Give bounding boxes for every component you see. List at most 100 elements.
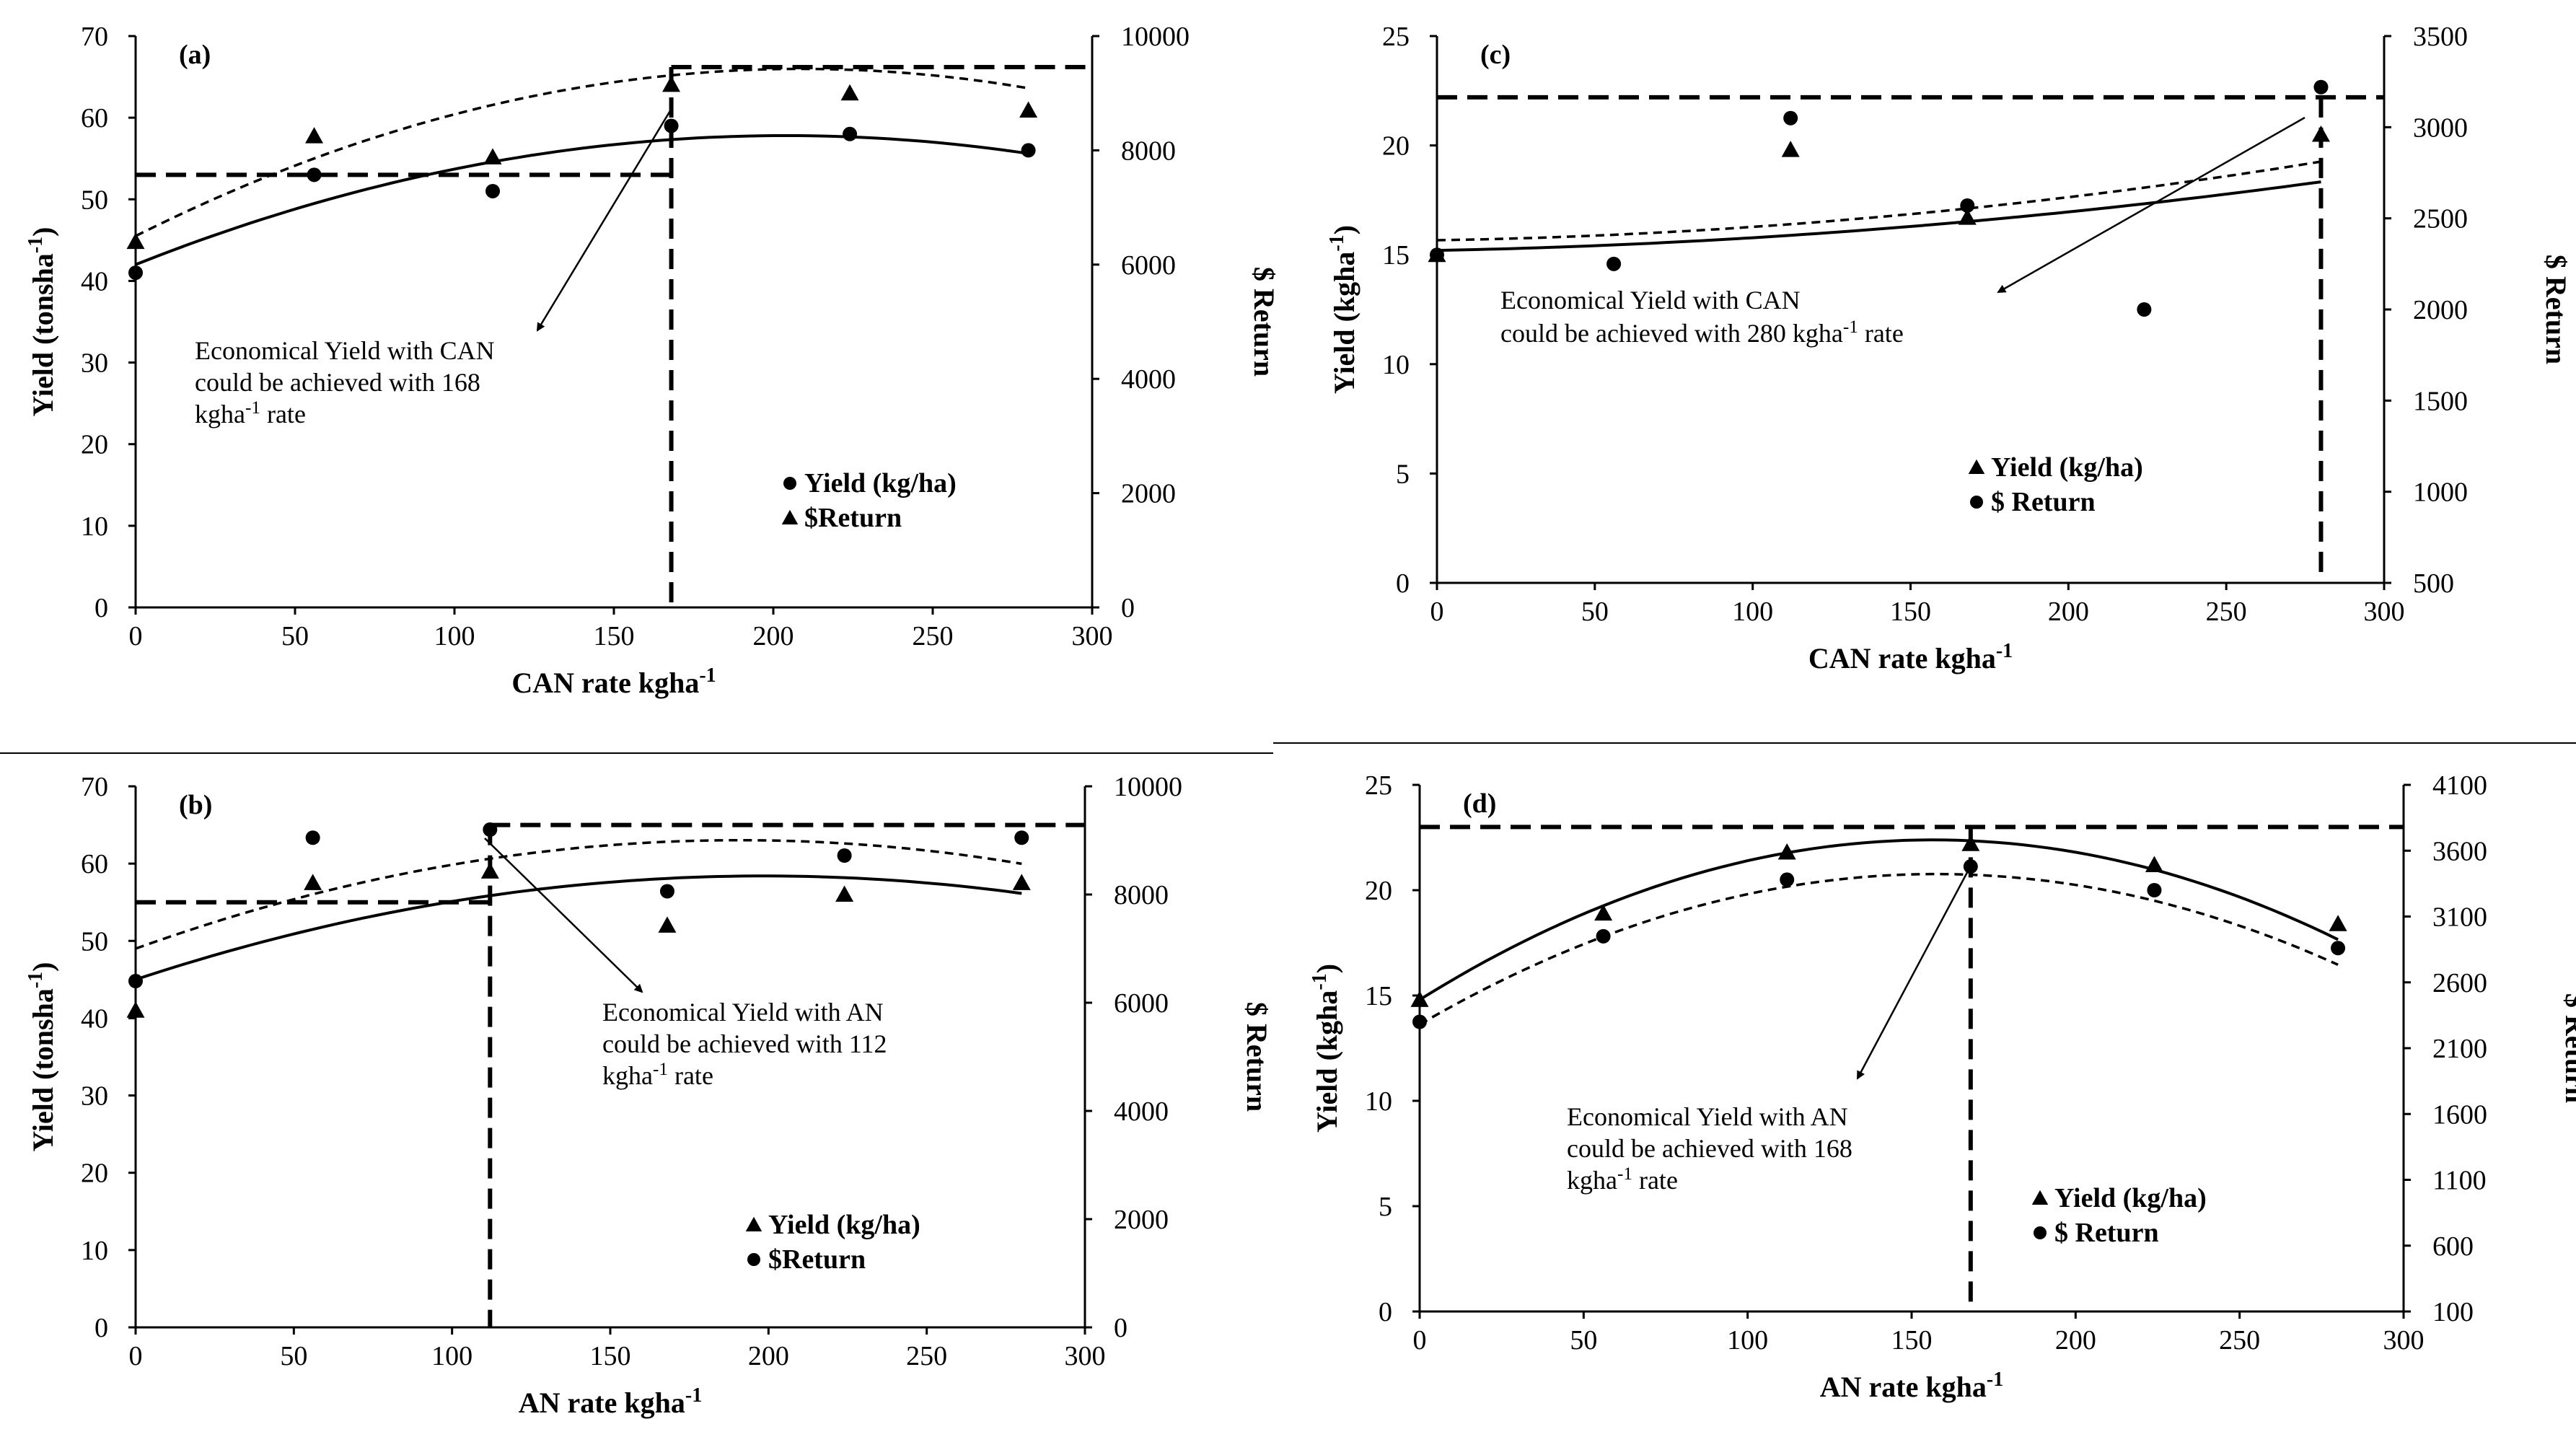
annotation-text-line: kgha-1 rate (602, 1060, 713, 1091)
data-point-series-1 (835, 885, 854, 902)
y-right-tick-label: 2600 (2432, 968, 2487, 998)
y-right-tick-label: 10000 (1121, 22, 1190, 52)
y-right-tick-label: 1500 (2413, 386, 2468, 416)
legend-marker-2 (747, 1253, 760, 1266)
data-point-series-1 (1012, 874, 1031, 890)
trendline-2 (1419, 872, 2339, 1026)
x-tick-label: 250 (913, 621, 954, 651)
data-point-series-1 (126, 1001, 145, 1018)
y-right-axis-title: $ Return (1241, 1002, 1273, 1112)
y-right-tick-label: 4000 (1114, 1097, 1169, 1127)
y-left-tick-label: 40 (81, 1003, 108, 1034)
legend-marker-2 (1970, 496, 1983, 509)
data-point-series-2 (483, 822, 498, 837)
y-left-tick-label: 0 (1379, 1297, 1392, 1327)
y-right-tick-label: 3600 (2432, 836, 2487, 866)
y-left-tick-label: 20 (1365, 876, 1392, 906)
y-right-tick-label: 2100 (2432, 1034, 2487, 1064)
y-left-tick-label: 5 (1379, 1192, 1392, 1222)
y-left-tick-label: 10 (1382, 350, 1410, 380)
y-left-tick-label: 30 (81, 1081, 108, 1112)
y-left-tick-label: 20 (81, 430, 108, 460)
data-point-series-2 (305, 830, 320, 845)
y-right-tick-label: 4000 (1121, 364, 1176, 395)
y-right-tick-label: 0 (1114, 1313, 1127, 1343)
x-tick-label: 300 (2364, 597, 2405, 627)
data-point-series-1 (2145, 856, 2163, 872)
panel-label: (a) (179, 40, 211, 70)
x-tick-label: 250 (906, 1341, 947, 1371)
x-tick-label: 50 (280, 1341, 307, 1371)
x-tick-label: 50 (1581, 597, 1609, 627)
annotation-text-line: could be achieved with 112 (602, 1029, 887, 1058)
y-left-axis-title: Yield (tonsha-1) (25, 962, 60, 1152)
y-left-tick-label: 15 (1382, 240, 1410, 271)
data-point-series-2 (128, 974, 143, 988)
y-left-tick-label: 25 (1365, 770, 1392, 801)
chart-panel-3: 0 50 100 150 200 250 3000510152025500100015002… (1326, 22, 2573, 674)
data-point-series-2 (1014, 830, 1029, 845)
y-left-axis-title: Yield (tonsha-1) (25, 227, 60, 417)
data-point-series-2 (1596, 928, 1611, 944)
chart-panel-4: 0 50 100 150 200 250 300 0 5 10 15 20 25 100 600 1100 16… (1309, 770, 2576, 1403)
y-left-tick-label: 0 (1396, 568, 1410, 599)
y-right-tick-label: 100 (2432, 1297, 2474, 1327)
y-right-axis-title: $ Return (1248, 267, 1280, 377)
y-right-tick-label: 2000 (2413, 295, 2468, 325)
x-tick-label: 150 (594, 621, 635, 651)
y-right-tick-label: 1100 (2432, 1166, 2487, 1196)
data-point-series-1 (1021, 143, 1036, 158)
legend-label-1: Yield (kg/ha) (768, 1210, 920, 1240)
x-tick-label: 250 (2206, 597, 2247, 627)
y-left-tick-label: 0 (94, 593, 108, 623)
y-left-tick-label: 20 (81, 1159, 108, 1189)
data-point-series-1 (304, 874, 322, 890)
data-point-series-1 (1777, 843, 1796, 860)
data-point-series-1 (307, 167, 322, 183)
y-left-tick-label: 10 (81, 1236, 108, 1266)
y-right-tick-label: 3500 (2413, 22, 2468, 52)
data-point-series-1 (658, 916, 677, 933)
y-right-axis-title: $ Return (2540, 255, 2572, 364)
legend-label-1: Yield (kg/ha) (804, 468, 957, 498)
legend-label-1: Yield (kg/ha) (2054, 1183, 2207, 1213)
x-tick-label: 150 (1890, 597, 1931, 627)
y-left-axis-title: Yield (kgha-1) (1309, 964, 1344, 1133)
y-left-tick-label: 40 (81, 266, 108, 296)
data-point-series-2 (2137, 302, 2152, 317)
x-tick-label: 0 (129, 1341, 143, 1371)
panel-label: (d) (1463, 788, 1496, 819)
data-point-series-1 (664, 118, 679, 133)
data-point-series-1 (2311, 125, 2330, 142)
data-point-series-2 (2313, 79, 2329, 95)
annotation-text-line: kgha-1 rate (1567, 1164, 1678, 1195)
legend-marker-1 (2031, 1190, 2049, 1205)
chart-panel-2: 0 50 100 150 200 250 300 0 10 20 30 40 50 60 70 0 2000 40… (25, 772, 1274, 1419)
trendline-1 (135, 134, 1029, 266)
y-left-tick-label: 70 (81, 772, 108, 802)
x-tick-label: 100 (431, 1341, 472, 1371)
y-left-axis-title: Yield (kgha-1) (1326, 225, 1361, 394)
panel-label: (c) (1480, 40, 1511, 70)
data-point-series-2 (837, 848, 852, 863)
y-left-tick-label: 0 (94, 1313, 108, 1343)
legend-marker-2 (2034, 1226, 2047, 1239)
chart-panel-1: 0 50 100 150 200 250 300 0 10 20 30 40 50 60 70 0 2000 40… (25, 22, 1281, 699)
x-tick-label: 200 (2055, 1325, 2096, 1355)
legend-marker-2 (781, 509, 799, 524)
data-point-series-2 (126, 232, 145, 250)
data-point-series-2 (1430, 247, 1444, 263)
data-point-series-1 (480, 862, 499, 879)
y-right-tick-label: 2000 (1114, 1205, 1169, 1235)
x-tick-label: 250 (2219, 1325, 2260, 1355)
annotation-text-line: could be achieved with 168 (1567, 1134, 1852, 1163)
data-point-series-1 (1961, 835, 1980, 851)
y-left-tick-label: 70 (81, 22, 108, 52)
y-right-tick-label: 8000 (1121, 136, 1176, 166)
y-left-tick-label: 60 (81, 849, 108, 879)
x-tick-label: 100 (1732, 597, 1773, 627)
y-right-tick-label: 4100 (2432, 770, 2487, 801)
x-tick-label: 0 (1430, 597, 1444, 627)
legend-label-2: $Return (804, 503, 902, 533)
y-left-tick-label: 30 (81, 348, 108, 379)
